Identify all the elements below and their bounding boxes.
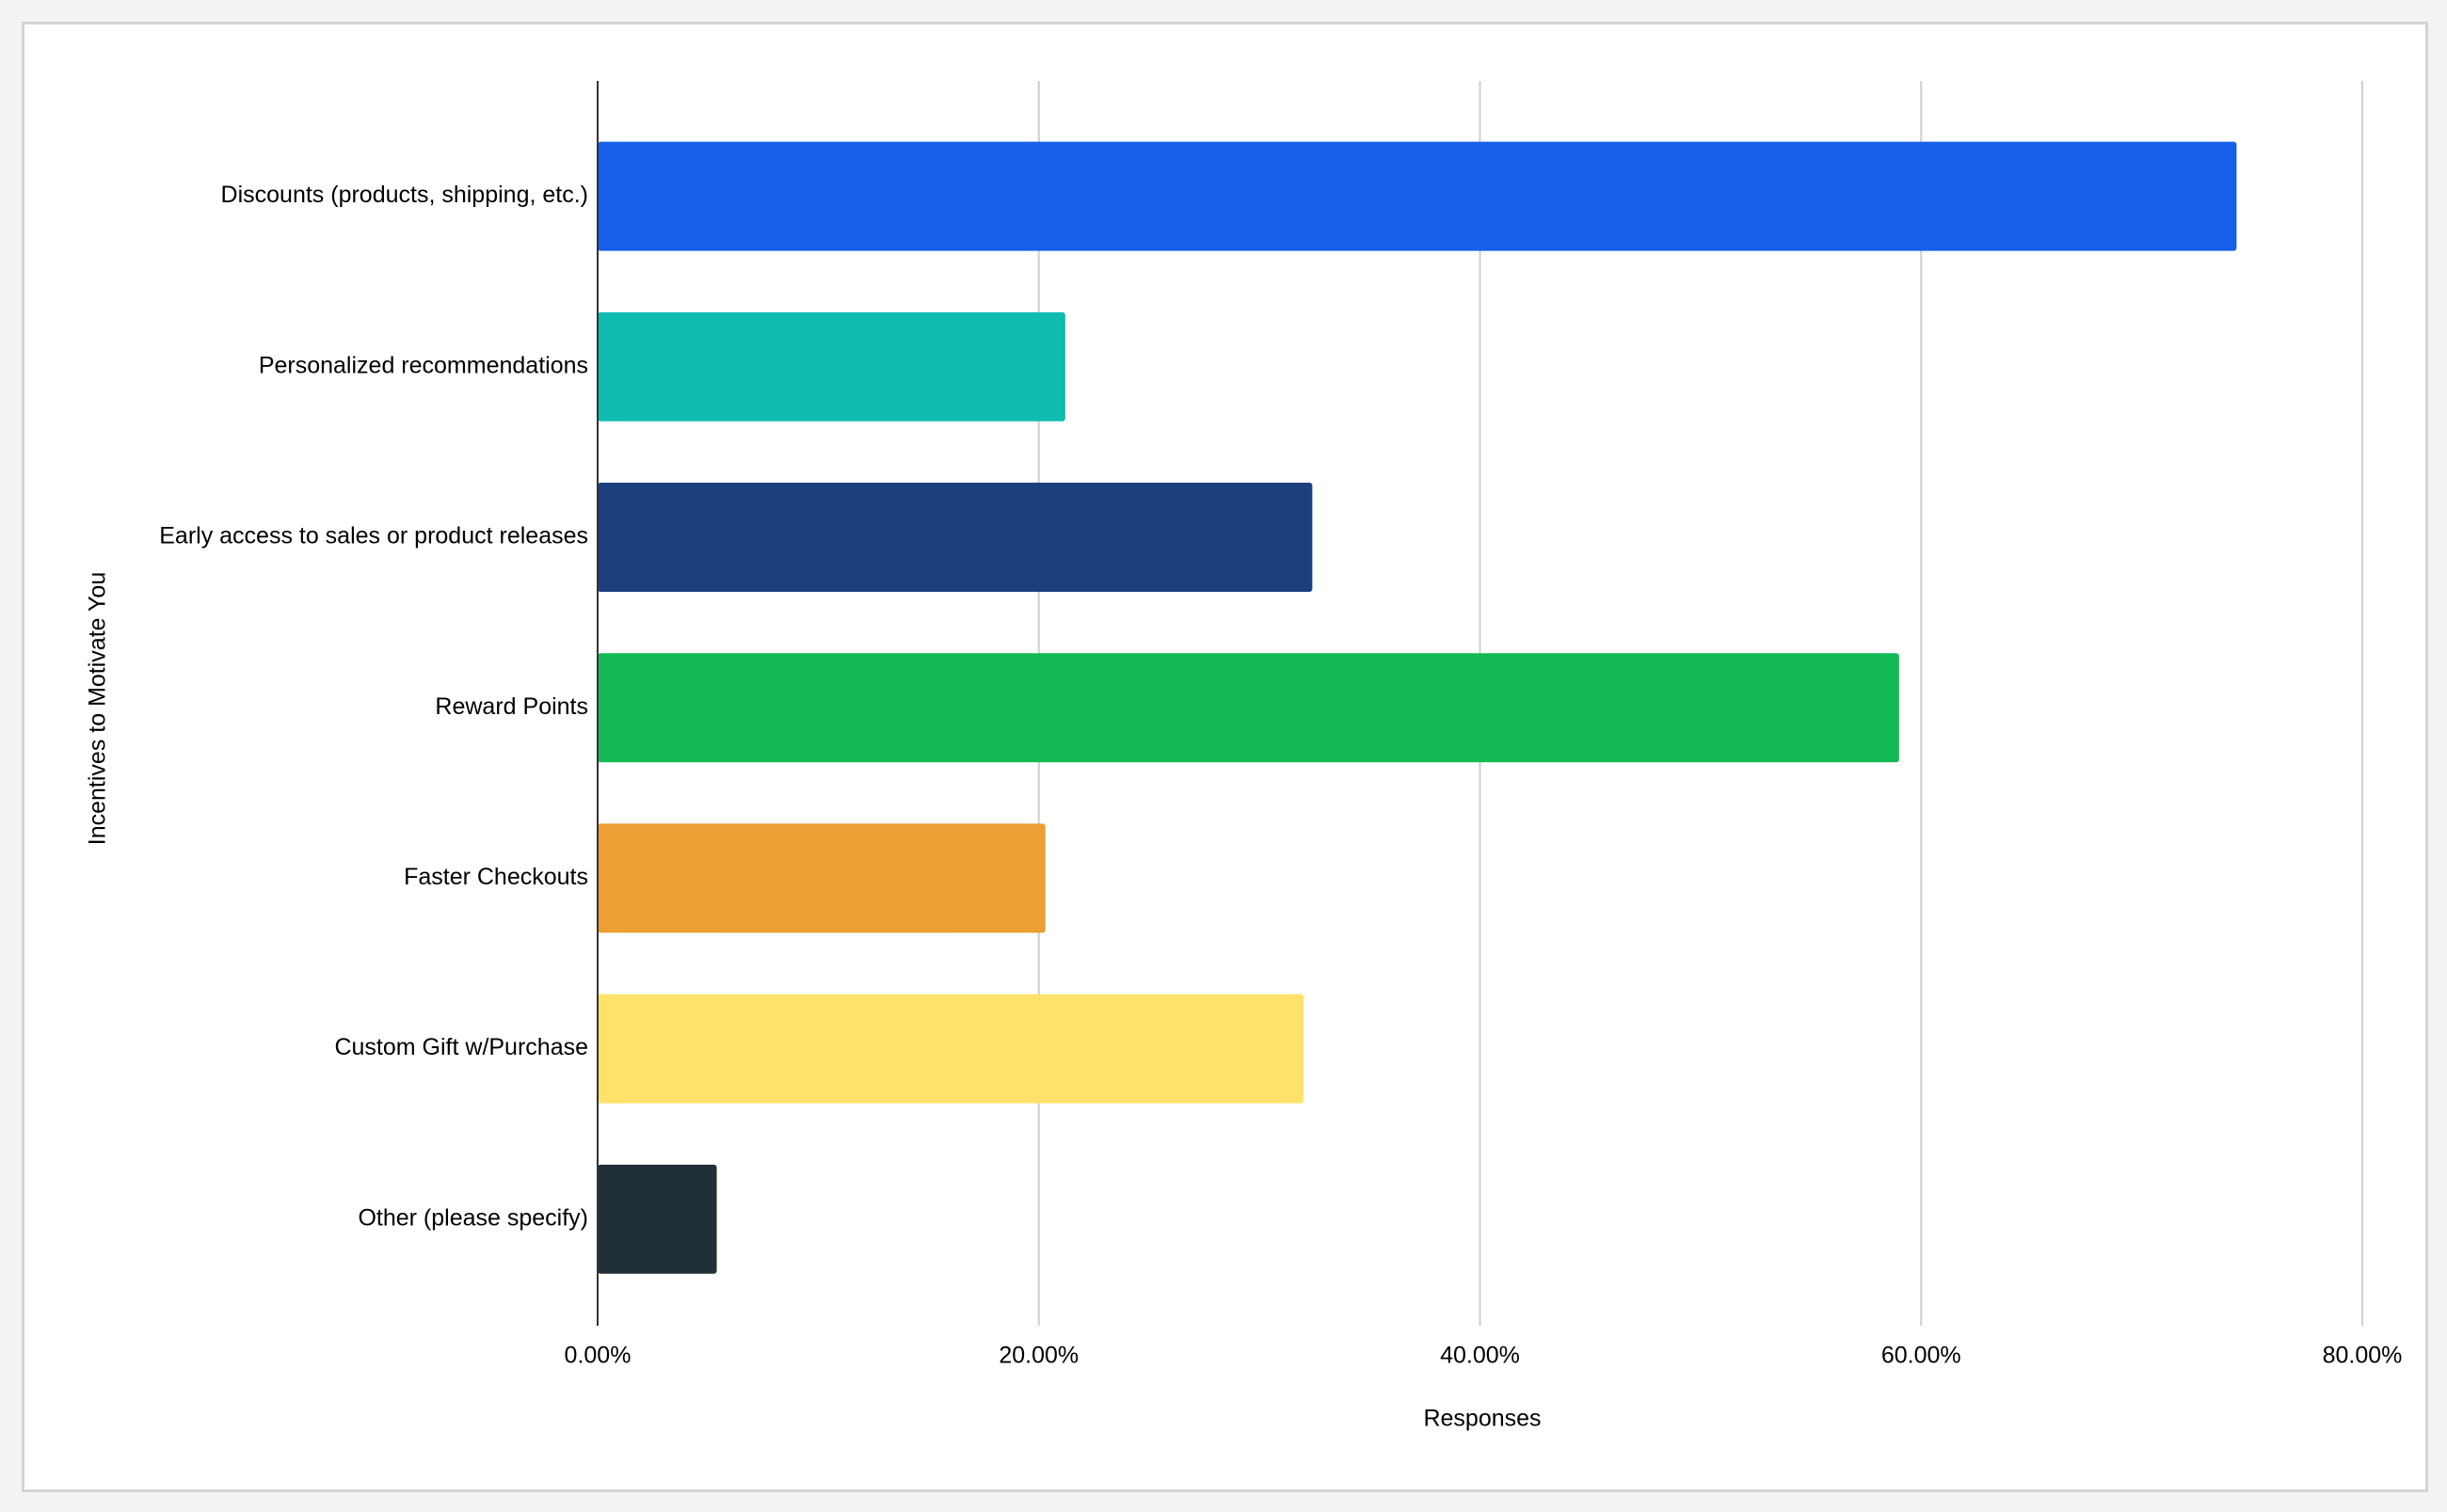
bar xyxy=(598,141,2237,251)
x-tick-label: 80.00% xyxy=(2323,1343,2403,1369)
y-tick-label: Early access to sales or product release… xyxy=(159,523,588,549)
y-tick-label: Custom Gift w/Purchase xyxy=(334,1034,588,1060)
bar xyxy=(598,823,1046,933)
bar xyxy=(598,311,1065,422)
x-tick-label: 20.00% xyxy=(999,1343,1079,1369)
bar xyxy=(598,483,1313,592)
y-tick-label: Reward Points xyxy=(435,693,588,720)
y-tick-label: Personalized recommendations xyxy=(259,352,588,378)
x-tick-label: 0.00% xyxy=(565,1343,632,1369)
bar xyxy=(598,994,1303,1104)
x-tick-label: 60.00% xyxy=(1881,1343,1961,1369)
chart: Responses Incentives to Motivate You 0.0… xyxy=(85,81,2403,1432)
bar xyxy=(598,1164,717,1274)
x-tick-label: 40.00% xyxy=(1440,1343,1520,1369)
chart-frame: Responses Incentives to Motivate You 0.0… xyxy=(22,22,2428,1492)
y-tick-label: Other (please specify) xyxy=(358,1204,588,1231)
y-tick-label: Faster Checkouts xyxy=(404,864,588,890)
y-tick-label: Discounts (products, shipping, etc.) xyxy=(221,182,588,208)
bar xyxy=(598,653,1899,763)
y-axis-title: Incentives to Motivate You xyxy=(85,572,111,845)
x-axis-title: Responses xyxy=(1423,1406,1541,1432)
